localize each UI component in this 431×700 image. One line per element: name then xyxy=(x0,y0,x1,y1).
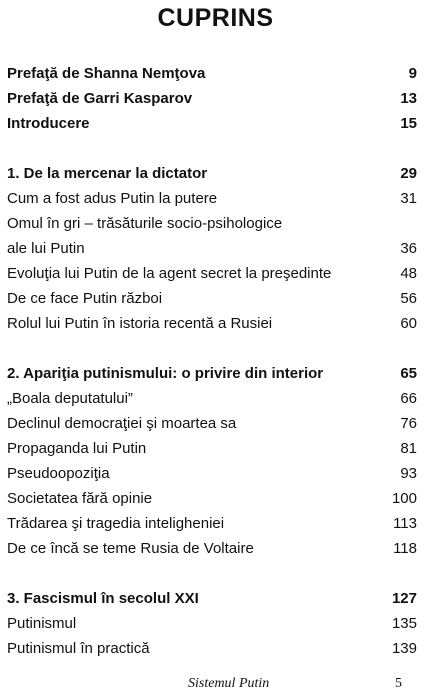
toc-entry: De ce face Putin război 56 xyxy=(7,286,417,311)
toc-entry-title: „Boala deputatului” xyxy=(7,390,133,407)
page-title: CUPRINS xyxy=(157,4,274,32)
toc-entry-page: 9 xyxy=(408,65,417,82)
toc-entry: Propaganda lui Putin 81 xyxy=(7,436,417,461)
toc-chapter-title: 3. Fascismul în secolul XXI xyxy=(7,590,199,607)
toc-entry-title: Rolul lui Putin în istoria recentă a Rus… xyxy=(7,315,273,332)
toc-entry-title: ale lui Putin xyxy=(7,240,85,257)
toc-entry: Cum a fost adus Putin la putere 31 xyxy=(7,186,417,211)
section-spacer xyxy=(7,561,417,586)
toc-entry-page: 100 xyxy=(391,490,417,507)
table-of-contents: Prefaţă de Shanna Nemţova 9 Prefaţă de G… xyxy=(7,61,417,661)
toc-chapter-title: 2. Apariţia putinismului: o privire din … xyxy=(7,365,324,382)
toc-entry: Evoluţia lui Putin de la agent secret la… xyxy=(7,261,417,286)
toc-entry: De ce încă se teme Rusia de Voltaire 118 xyxy=(7,536,417,561)
toc-entry-introduction: Introducere 15 xyxy=(7,111,417,136)
toc-entry: Societatea fără opinie 100 xyxy=(7,486,417,511)
toc-entry: Putinismul în practică 139 xyxy=(7,636,417,661)
toc-entry-title: Putinismul în practică xyxy=(7,640,150,657)
toc-entry-page: 66 xyxy=(400,390,417,407)
toc-chapter-3: 3. Fascismul în secolul XXI 127 xyxy=(7,586,417,611)
toc-entry-page: 139 xyxy=(391,640,417,657)
toc-entry-page: 15 xyxy=(400,115,417,132)
toc-entry-page: 13 xyxy=(400,90,417,107)
toc-entry-title: Prefaţă de Shanna Nemţova xyxy=(7,65,206,82)
toc-entry-title: Societatea fără opinie xyxy=(7,490,153,507)
section-spacer xyxy=(7,336,417,361)
toc-entry-page: 135 xyxy=(391,615,417,632)
toc-entry-page: 48 xyxy=(400,265,417,282)
toc-entry: Pseudoopoziţia 93 xyxy=(7,461,417,486)
page-number: 5 xyxy=(395,676,402,691)
toc-entry-title: De ce încă se teme Rusia de Voltaire xyxy=(7,540,254,557)
toc-entry: Putinismul 135 xyxy=(7,611,417,636)
toc-entry: „Boala deputatului” 66 xyxy=(7,386,417,411)
toc-entry-title: Propaganda lui Putin xyxy=(7,440,147,457)
toc-entry-title: Putinismul xyxy=(7,615,77,632)
toc-entry: Rolul lui Putin în istoria recentă a Rus… xyxy=(7,311,417,336)
toc-entry-page: 36 xyxy=(400,240,417,257)
toc-entry-front-preface-1: Prefaţă de Shanna Nemţova 9 xyxy=(7,61,417,86)
toc-entry-title: Omul în gri – trăsăturile socio-psiholog… xyxy=(7,215,283,232)
toc-chapter-2: 2. Apariţia putinismului: o privire din … xyxy=(7,361,417,386)
toc-entry-page: 29 xyxy=(400,165,417,182)
toc-entry-page: 65 xyxy=(400,365,417,382)
toc-entry-title: Evoluţia lui Putin de la agent secret la… xyxy=(7,265,332,282)
toc-entry-page: 76 xyxy=(400,415,417,432)
section-spacer xyxy=(7,136,417,161)
toc-chapter-1: 1. De la mercenar la dictator 29 xyxy=(7,161,417,186)
toc-entry-title: Pseudoopoziţia xyxy=(7,465,110,482)
toc-entry-title: De ce face Putin război xyxy=(7,290,163,307)
toc-entry-title: Prefaţă de Garri Kasparov xyxy=(7,90,193,107)
toc-entry-front-preface-2: Prefaţă de Garri Kasparov 13 xyxy=(7,86,417,111)
toc-entry: Omul în gri – trăsăturile socio-psiholog… xyxy=(7,211,417,236)
toc-entry: Trădarea şi tragedia inteligheniei 113 xyxy=(7,511,417,536)
toc-entry-title: Introducere xyxy=(7,115,90,132)
toc-entry-page: 31 xyxy=(400,190,417,207)
toc-entry-page: 60 xyxy=(400,315,417,332)
toc-entry-page: 56 xyxy=(400,290,417,307)
toc-chapter-title: 1. De la mercenar la dictator xyxy=(7,165,208,182)
toc-entry-page: 113 xyxy=(393,515,417,532)
toc-entry: Declinul democraţiei şi moartea sa 76 xyxy=(7,411,417,436)
toc-entry: ale lui Putin 36 xyxy=(7,236,417,261)
toc-entry-page: 81 xyxy=(400,440,417,457)
running-footer-book-title: Sistemul Putin xyxy=(188,676,270,691)
toc-entry-page: 118 xyxy=(393,540,417,557)
toc-entry-title: Cum a fost adus Putin la putere xyxy=(7,190,218,207)
toc-entry-title: Declinul democraţiei şi moartea sa xyxy=(7,415,237,432)
toc-entry-page: 127 xyxy=(391,590,417,607)
toc-entry-title: Trădarea şi tragedia inteligheniei xyxy=(7,515,225,532)
toc-entry-page: 93 xyxy=(400,465,417,482)
